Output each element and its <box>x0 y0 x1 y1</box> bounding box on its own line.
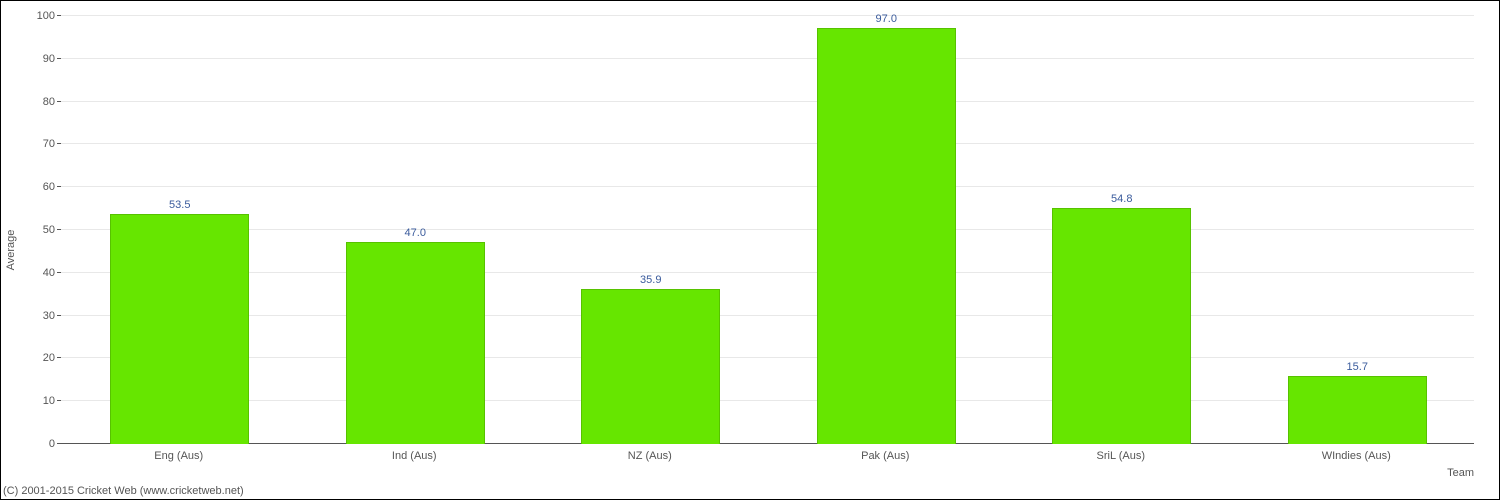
x-tick-label: NZ (Aus) <box>628 450 672 462</box>
gridline <box>61 186 1474 187</box>
y-tick-mark <box>57 357 61 358</box>
chart-frame: Average 010203040506070809010053.5Eng (A… <box>0 0 1500 500</box>
y-tick-mark <box>57 101 61 102</box>
gridline <box>61 272 1474 273</box>
y-tick-label: 10 <box>43 395 55 407</box>
bar: 97.0 <box>817 28 956 444</box>
bar: 47.0 <box>346 242 485 444</box>
gridline <box>61 229 1474 230</box>
bar: 35.9 <box>581 289 720 444</box>
y-tick-mark <box>57 229 61 230</box>
x-axis-label: Team <box>1447 467 1474 479</box>
plot-area: 010203040506070809010053.5Eng (Aus)47.0I… <box>61 16 1474 444</box>
bar: 54.8 <box>1052 208 1191 444</box>
bar-value-label: 53.5 <box>169 199 190 211</box>
gridline <box>61 15 1474 16</box>
y-tick-mark <box>57 315 61 316</box>
bar-value-label: 47.0 <box>405 227 426 239</box>
gridline <box>61 315 1474 316</box>
y-tick-label: 90 <box>43 53 55 65</box>
bar: 15.7 <box>1288 376 1427 444</box>
plot-wrap: 010203040506070809010053.5Eng (Aus)47.0I… <box>61 16 1474 444</box>
y-tick-label: 70 <box>43 138 55 150</box>
bar-value-label: 15.7 <box>1347 361 1368 373</box>
bar-value-label: 97.0 <box>876 13 897 25</box>
x-tick-label: Pak (Aus) <box>861 450 909 462</box>
gridline <box>61 101 1474 102</box>
y-tick-label: 80 <box>43 96 55 108</box>
y-tick-mark <box>57 58 61 59</box>
x-tick-label: Ind (Aus) <box>392 450 437 462</box>
x-tick-label: WIndies (Aus) <box>1322 450 1391 462</box>
y-tick-label: 0 <box>49 438 55 450</box>
y-axis-label: Average <box>5 230 17 271</box>
bar-value-label: 35.9 <box>640 274 661 286</box>
gridline <box>61 58 1474 59</box>
gridline <box>61 143 1474 144</box>
y-tick-label: 20 <box>43 352 55 364</box>
y-tick-mark <box>57 400 61 401</box>
y-tick-mark <box>57 143 61 144</box>
y-tick-mark <box>57 186 61 187</box>
x-axis-baseline <box>61 443 1474 444</box>
y-tick-mark <box>57 15 61 16</box>
y-tick-label: 50 <box>43 224 55 236</box>
y-tick-label: 100 <box>37 10 55 22</box>
gridline <box>61 400 1474 401</box>
bar: 53.5 <box>110 214 249 444</box>
x-tick-label: Eng (Aus) <box>154 450 203 462</box>
y-tick-label: 60 <box>43 181 55 193</box>
bar-value-label: 54.8 <box>1111 193 1132 205</box>
gridline <box>61 357 1474 358</box>
copyright-text: (C) 2001-2015 Cricket Web (www.cricketwe… <box>3 485 244 497</box>
y-tick-mark <box>57 272 61 273</box>
y-tick-label: 30 <box>43 310 55 322</box>
x-tick-label: SriL (Aus) <box>1097 450 1146 462</box>
y-tick-label: 40 <box>43 267 55 279</box>
